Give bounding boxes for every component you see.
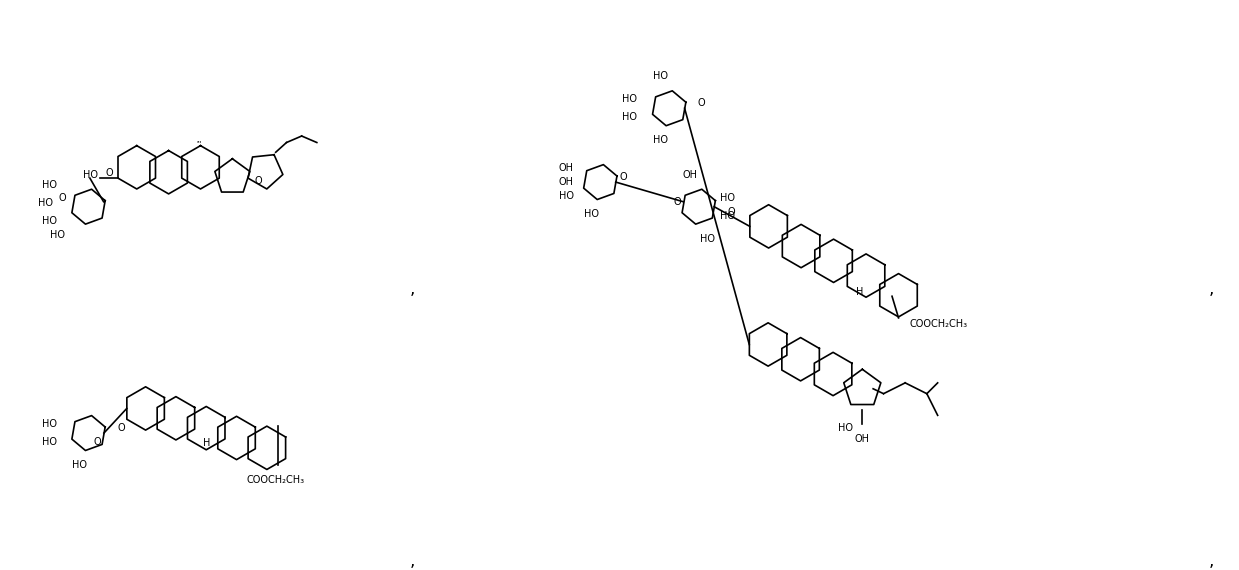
Text: COOCH₂CH₃: COOCH₂CH₃ bbox=[909, 319, 968, 329]
Text: O: O bbox=[620, 172, 627, 182]
Text: H: H bbox=[856, 287, 864, 297]
Text: O: O bbox=[698, 99, 705, 108]
Text: ''': ''' bbox=[196, 140, 202, 146]
Text: HO: HO bbox=[720, 210, 735, 221]
Text: HO: HO bbox=[653, 71, 668, 82]
Text: ,: , bbox=[410, 552, 415, 570]
Text: HO: HO bbox=[720, 193, 735, 203]
Text: O: O bbox=[94, 437, 102, 447]
Text: COOCH₂CH₃: COOCH₂CH₃ bbox=[247, 475, 305, 484]
Text: O: O bbox=[105, 168, 114, 178]
Text: HO: HO bbox=[622, 95, 637, 104]
Text: O: O bbox=[674, 197, 681, 207]
Text: HO: HO bbox=[559, 192, 574, 201]
Text: ,: , bbox=[1208, 552, 1214, 570]
Text: HO: HO bbox=[653, 135, 668, 145]
Text: HO: HO bbox=[584, 209, 598, 219]
Text: ,: , bbox=[1208, 280, 1214, 298]
Text: HO: HO bbox=[42, 437, 57, 447]
Text: ,: , bbox=[410, 280, 415, 298]
Text: OH: OH bbox=[559, 177, 574, 187]
Text: HO: HO bbox=[51, 230, 66, 240]
Text: HO: HO bbox=[42, 419, 57, 429]
Text: HO: HO bbox=[622, 112, 637, 122]
Text: OH: OH bbox=[559, 163, 574, 173]
Text: HO: HO bbox=[839, 423, 854, 433]
Text: OH: OH bbox=[683, 170, 698, 180]
Text: HO: HO bbox=[700, 234, 715, 243]
Text: O: O bbox=[118, 423, 125, 433]
Text: HO: HO bbox=[42, 181, 57, 190]
Text: HO: HO bbox=[83, 170, 98, 180]
Text: HO: HO bbox=[38, 198, 53, 208]
Text: O: O bbox=[58, 193, 66, 203]
Text: HO: HO bbox=[42, 216, 57, 226]
Text: OH: OH bbox=[855, 434, 870, 444]
Text: H: H bbox=[202, 438, 209, 448]
Text: HO: HO bbox=[72, 460, 87, 470]
Text: O: O bbox=[727, 206, 735, 217]
Text: O: O bbox=[254, 177, 263, 186]
